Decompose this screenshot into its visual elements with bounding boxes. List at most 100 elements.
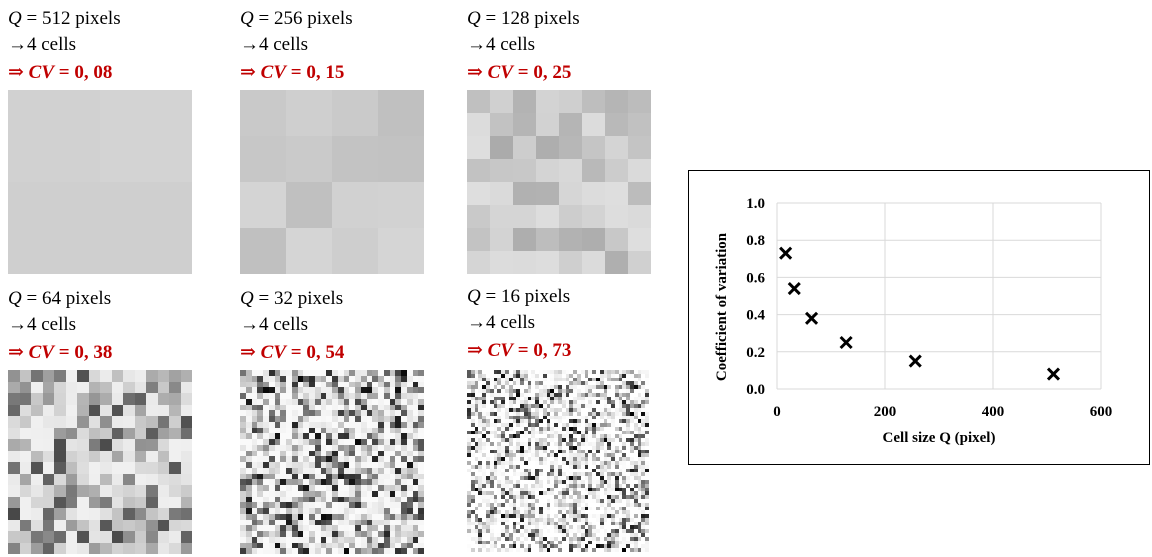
- texture-pixel: [478, 415, 483, 420]
- texture-pixel: [626, 510, 631, 515]
- texture-pixel: [418, 490, 424, 497]
- texture-pixel: [592, 396, 596, 401]
- texture-pixel: [595, 464, 600, 469]
- texture-pixel: [314, 519, 321, 526]
- texture-pixel: [633, 476, 638, 480]
- texture-pixel: [474, 434, 479, 439]
- texture-pixel: [263, 444, 269, 451]
- texture-pixel: [558, 536, 562, 541]
- texture-pixel: [349, 427, 355, 434]
- texture-pixel: [573, 370, 577, 374]
- texture-pixel: [240, 525, 246, 531]
- texture-pixel: [523, 430, 528, 435]
- texture-pixel: [588, 491, 593, 496]
- texture-pixel: [412, 381, 419, 388]
- texture-pixel: [633, 525, 638, 530]
- texture-pixel: [343, 548, 350, 554]
- texture-pixel: [607, 544, 612, 549]
- texture-pixel: [520, 438, 524, 443]
- texture-pixel: [554, 468, 558, 473]
- texture-pixel: [626, 434, 631, 439]
- texture-pixel: [630, 548, 634, 552]
- texture-pixel: [485, 430, 490, 435]
- texture-pixel: [630, 491, 634, 496]
- texture-pixel: [633, 449, 638, 454]
- texture-pixel: [123, 473, 135, 485]
- texture-pixel: [508, 426, 513, 431]
- texture-pixel: [378, 536, 384, 543]
- texture-pixel: [546, 533, 551, 537]
- texture-pixel: [274, 416, 281, 422]
- texture-pixel: [550, 370, 555, 374]
- texture-pixel: [320, 508, 327, 514]
- texture-pixel: [343, 404, 350, 411]
- texture-pixel: [274, 485, 281, 491]
- texture-pixel: [395, 531, 401, 537]
- texture-pixel: [611, 385, 615, 389]
- texture-pixel: [539, 491, 543, 496]
- texture-pixel: [501, 540, 505, 545]
- texture-pixel: [504, 445, 509, 450]
- texture-pixel: [584, 453, 589, 458]
- texture-pixel: [157, 485, 169, 497]
- texture-pixel: [599, 392, 604, 397]
- texture-pixel: [576, 468, 581, 473]
- texture-pixel: [573, 529, 577, 534]
- texture-pixel: [478, 533, 483, 537]
- texture-pixel: [146, 542, 158, 554]
- texture-pixel: [157, 473, 169, 485]
- texture-pixel: [633, 385, 638, 389]
- texture-pixel: [603, 521, 608, 526]
- texture-pixel: [478, 423, 483, 427]
- texture-pixel: [309, 439, 315, 445]
- texture-pixel: [378, 404, 384, 411]
- texture-pixel: [383, 519, 390, 526]
- texture-pixel: [550, 453, 555, 458]
- texture-pixel: [314, 462, 321, 468]
- texture-pixel: [516, 400, 521, 405]
- texture-pixel: [280, 370, 286, 376]
- texture-pixel: [320, 439, 327, 445]
- texture-pixel: [645, 461, 649, 465]
- texture-pixel: [558, 377, 562, 382]
- texture-pixel: [611, 464, 615, 469]
- texture-pixel: [482, 381, 486, 386]
- texture-pixel: [512, 476, 517, 480]
- texture-pixel: [77, 519, 89, 531]
- texture-pixel: [592, 464, 596, 469]
- texture-pixel: [355, 525, 361, 531]
- q-caption: Q = 64 pixels: [8, 288, 112, 309]
- texture-pixel: [603, 468, 608, 473]
- texture-pixel: [614, 373, 619, 378]
- texture-pixel: [474, 540, 479, 545]
- texture-pixel: [637, 498, 642, 503]
- texture-pixel: [599, 536, 604, 541]
- texture-pixel: [603, 548, 608, 552]
- texture-pixel: [497, 495, 502, 499]
- texture-pixel: [54, 531, 66, 543]
- texture-pixel: [406, 531, 413, 537]
- texture-pixel: [378, 136, 424, 182]
- texture-pixel: [558, 423, 562, 427]
- texture-pixel: [645, 373, 649, 378]
- texture-pixel: [268, 439, 275, 445]
- texture-pixel: [349, 393, 355, 399]
- texture-pixel: [467, 457, 471, 461]
- texture-pixel: [485, 495, 490, 499]
- texture-pixel: [482, 506, 486, 511]
- texture-pixel: [611, 472, 615, 477]
- texture-pixel: [493, 476, 498, 480]
- texture-pixel: [539, 373, 543, 378]
- texture-pixel: [395, 519, 401, 526]
- texture-pixel: [257, 496, 263, 503]
- texture-pixel: [637, 411, 642, 416]
- texture-pixel: [493, 540, 498, 545]
- texture-pixel: [54, 496, 66, 508]
- texture-pixel: [614, 377, 619, 382]
- texture-pixel: [576, 514, 581, 518]
- texture-pixel: [546, 377, 551, 382]
- texture-image-q16: [467, 370, 649, 552]
- texture-pixel: [489, 529, 494, 534]
- texture-pixel: [240, 375, 246, 382]
- texture-pixel: [523, 464, 528, 469]
